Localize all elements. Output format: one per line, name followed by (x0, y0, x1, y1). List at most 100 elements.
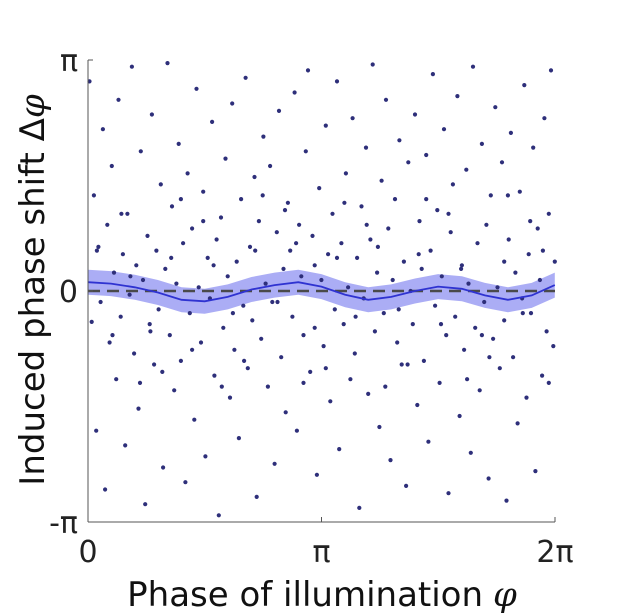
data-point (328, 399, 333, 404)
data-point (201, 189, 206, 194)
data-point (416, 252, 421, 257)
data-point (392, 197, 398, 202)
data-point (430, 72, 435, 77)
data-point (505, 193, 510, 198)
data-point (152, 362, 157, 367)
data-point (438, 322, 444, 327)
data-point (285, 200, 290, 205)
data-point (89, 319, 94, 324)
data-point (245, 366, 250, 371)
data-point (172, 388, 177, 393)
x-axis-title: Phase of illumination φ (127, 575, 517, 615)
data-point (552, 259, 557, 264)
data-point (274, 230, 279, 235)
data-point (375, 244, 380, 249)
data-point (290, 314, 295, 319)
data-point (176, 141, 181, 146)
data-point (513, 270, 518, 275)
data-point (488, 193, 493, 198)
data-point (294, 428, 299, 433)
data-point (548, 68, 554, 73)
data-point (450, 182, 455, 187)
data-point (143, 502, 148, 507)
data-point (225, 274, 230, 279)
data-point (107, 340, 112, 345)
data-point (348, 377, 353, 382)
data-point (308, 369, 313, 374)
data-point (502, 318, 507, 323)
data-point (265, 384, 270, 389)
data-point (504, 498, 509, 503)
data-point (219, 384, 224, 389)
data-point (515, 421, 520, 426)
data-point (288, 248, 293, 253)
data-point (459, 266, 464, 271)
data-point (546, 380, 551, 385)
data-point (466, 281, 471, 286)
data-point (276, 108, 282, 113)
data-point (134, 263, 139, 268)
data-point (190, 347, 195, 352)
data-point (91, 193, 96, 198)
data-point (169, 255, 174, 260)
x-axis-title-symbol: φ (493, 575, 517, 615)
data-point (352, 351, 357, 356)
data-point (359, 204, 364, 209)
data-point (370, 62, 375, 67)
data-point (111, 270, 117, 275)
data-point (406, 160, 411, 165)
data-point (342, 200, 347, 205)
data-point (417, 219, 422, 224)
data-point (230, 311, 235, 316)
data-point (439, 274, 444, 279)
data-point (294, 241, 299, 246)
data-point (256, 219, 261, 224)
data-point (211, 263, 216, 268)
data-point (129, 64, 134, 69)
data-point (455, 94, 460, 99)
data-point (243, 75, 248, 80)
data-point (448, 230, 453, 235)
data-point (366, 391, 371, 396)
y-tick-label: π (60, 44, 78, 79)
y-axis-title-text: Induced phase shift Δ (13, 118, 53, 486)
data-point (510, 355, 516, 360)
data-point (484, 222, 489, 227)
data-point (346, 285, 351, 290)
data-point (446, 211, 451, 216)
y-axis-title-symbol: φ (13, 94, 53, 118)
data-point (169, 204, 175, 209)
data-point (147, 322, 152, 327)
data-point (428, 248, 433, 253)
data-point (343, 171, 348, 176)
data-point (330, 211, 335, 216)
data-point (165, 61, 170, 66)
data-point (100, 127, 105, 132)
data-point (214, 237, 219, 242)
data-point (268, 163, 273, 169)
data-point (252, 174, 257, 180)
data-point (123, 443, 128, 448)
data-point (156, 307, 161, 312)
data-point (260, 193, 265, 198)
data-point (137, 380, 143, 385)
data-point (109, 163, 114, 169)
data-point (551, 344, 556, 349)
data-point (317, 186, 322, 191)
data-point (270, 299, 275, 305)
data-point (125, 211, 130, 216)
data-point (254, 494, 259, 499)
data-point (459, 263, 464, 268)
data-point (396, 307, 401, 312)
data-point (230, 101, 235, 106)
data-point (540, 373, 545, 378)
data-point (475, 241, 480, 246)
data-point (194, 86, 199, 91)
data-point (223, 156, 228, 161)
data-point (301, 380, 306, 385)
data-point (192, 417, 197, 422)
data-point (353, 314, 358, 319)
data-point (114, 377, 119, 382)
data-point (535, 226, 540, 231)
